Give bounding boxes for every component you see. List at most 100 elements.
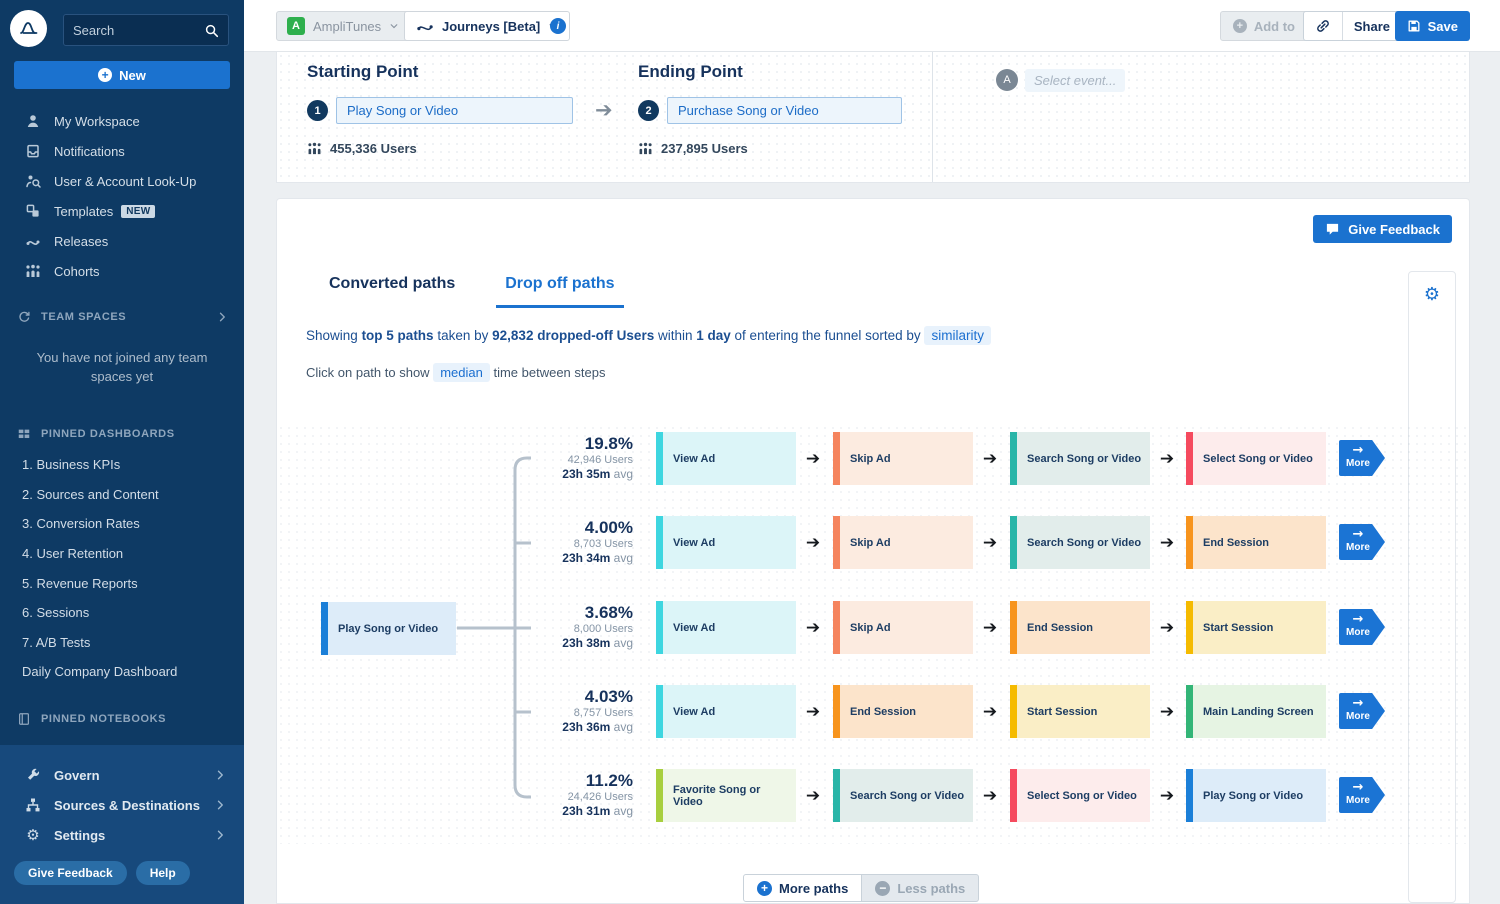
summary-top-paths: top 5 paths bbox=[361, 328, 434, 343]
help-button[interactable]: Help bbox=[135, 861, 190, 885]
event-color-bar bbox=[833, 432, 840, 485]
path-step-card-view-ad[interactable]: View Ad bbox=[656, 432, 796, 485]
project-selector[interactable]: A AmpliTunes bbox=[276, 11, 411, 41]
chevron-down-icon bbox=[389, 21, 399, 31]
plus-icon: + bbox=[757, 880, 772, 896]
info-icon[interactable]: i bbox=[550, 18, 566, 34]
path-step-card-end-session[interactable]: End Session bbox=[1186, 516, 1326, 569]
path-step-card-select-song-or-video[interactable]: Select Song or Video bbox=[1186, 432, 1326, 485]
path-step-label: Main Landing Screen bbox=[1203, 705, 1314, 718]
search-input[interactable]: Search bbox=[63, 14, 229, 46]
path-step-card-end-session[interactable]: End Session bbox=[833, 685, 973, 738]
sidebar-item-sources-destinations[interactable]: Sources & Destinations bbox=[0, 790, 244, 820]
notebooks-icon bbox=[16, 712, 31, 727]
sidebar-footer-buttons: Give Feedback Help bbox=[14, 861, 190, 885]
sidebar-item-templates[interactable]: Templates NEW bbox=[0, 196, 244, 226]
median-dropdown[interactable]: median bbox=[433, 363, 490, 382]
path-step-card-search-song-or-video[interactable]: Search Song or Video bbox=[833, 769, 973, 822]
gear-icon[interactable]: ⚙ bbox=[1423, 284, 1441, 305]
give-feedback-button[interactable]: Give Feedback bbox=[1313, 215, 1452, 243]
sidebar-item-label: My Workspace bbox=[54, 113, 140, 129]
dashboard-item-5-revenue-reports[interactable]: 5. Revenue Reports bbox=[22, 575, 138, 591]
sidebar-item-label: Sources & Destinations bbox=[54, 797, 200, 813]
dashboard-item-4-user-retention[interactable]: 4. User Retention bbox=[22, 546, 124, 562]
copy-link-button[interactable] bbox=[1304, 12, 1342, 40]
path-step-card-view-ad[interactable]: View Ad bbox=[656, 685, 796, 738]
notifications-icon bbox=[25, 143, 41, 159]
path-step-card-view-ad[interactable]: View Ad bbox=[656, 601, 796, 654]
starting-event-input[interactable]: Play Song or Video bbox=[336, 97, 573, 124]
path-percentage: 19.8% bbox=[584, 434, 633, 453]
more-button[interactable]: → More bbox=[1339, 524, 1385, 560]
arrow-right-icon: ➔ bbox=[1159, 449, 1175, 469]
more-label: More bbox=[1346, 711, 1370, 722]
path-users: 8,000 Users bbox=[573, 623, 633, 635]
path-step-card-select-song-or-video[interactable]: Select Song or Video bbox=[1010, 769, 1150, 822]
less-paths-button[interactable]: − Less paths bbox=[862, 874, 980, 902]
add-to-button[interactable]: + Add to bbox=[1219, 11, 1308, 41]
path-step-card-favorite-song-or-video[interactable]: Favorite Song or Video bbox=[656, 769, 796, 822]
sidebar-item-settings[interactable]: ⚙ Settings bbox=[0, 820, 244, 850]
sidebar-item-releases[interactable]: Releases bbox=[0, 226, 244, 256]
arrow-right-icon: → bbox=[1352, 780, 1364, 795]
sidebar-nav: My Workspace Notifications User & Account … bbox=[0, 106, 244, 286]
path-step-card-skip-ad[interactable]: Skip Ad bbox=[833, 516, 973, 569]
team-spaces-header[interactable]: TEAM SPACES bbox=[0, 306, 244, 328]
sidebar-item-cohorts[interactable]: Cohorts bbox=[0, 256, 244, 286]
amplitude-logo-icon[interactable] bbox=[10, 10, 47, 47]
more-paths-button[interactable]: + More paths bbox=[743, 874, 863, 902]
project-icon: A bbox=[287, 17, 305, 35]
summary-prefix: Showing bbox=[306, 328, 358, 343]
event-color-bar bbox=[1010, 685, 1017, 738]
path-step-card-search-song-or-video[interactable]: Search Song or Video bbox=[1010, 516, 1150, 569]
chevron-right-icon bbox=[216, 311, 228, 323]
event-color-bar bbox=[1010, 432, 1017, 485]
save-button[interactable]: Save bbox=[1394, 11, 1470, 41]
dashboard-item-1-business-kpis[interactable]: 1. Business KPIs bbox=[22, 457, 121, 473]
dashboard-item-daily-company-dashboard[interactable]: Daily Company Dashboard bbox=[22, 664, 178, 680]
ending-event-input[interactable]: Purchase Song or Video bbox=[667, 97, 902, 124]
arrow-right-icon: → bbox=[1352, 527, 1364, 542]
path-step-card-end-session[interactable]: End Session bbox=[1010, 601, 1150, 654]
sidebar-item-label: Settings bbox=[54, 827, 106, 843]
more-button[interactable]: → More bbox=[1339, 609, 1385, 645]
more-button[interactable]: → More bbox=[1339, 693, 1385, 729]
dashboard-item-6-sessions[interactable]: 6. Sessions bbox=[22, 605, 90, 621]
paths-tabs: Converted paths Drop off paths bbox=[320, 275, 624, 308]
more-button[interactable]: → More bbox=[1339, 440, 1385, 476]
path-step-card-skip-ad[interactable]: Skip Ad bbox=[833, 601, 973, 654]
sort-by-dropdown[interactable]: similarity bbox=[924, 326, 991, 345]
source-event-card[interactable]: Play Song or Video bbox=[321, 602, 456, 655]
sidebar-item-notifications[interactable]: Notifications bbox=[0, 136, 244, 166]
arrow-right-icon: ➔ bbox=[1159, 702, 1175, 722]
team-spaces-icon bbox=[16, 310, 31, 325]
pinned-dashboards-label: PINNED DASHBOARDS bbox=[41, 428, 175, 440]
users-icon bbox=[307, 142, 322, 155]
path-step-card-start-session[interactable]: Start Session bbox=[1010, 685, 1150, 738]
share-button[interactable]: Share bbox=[1341, 12, 1401, 40]
tab-converted-paths[interactable]: Converted paths bbox=[329, 275, 456, 292]
templates-icon bbox=[25, 203, 41, 219]
select-event-input[interactable]: Select event... bbox=[1025, 69, 1126, 92]
path-step-card-start-session[interactable]: Start Session bbox=[1186, 601, 1326, 654]
tab-drop-off-paths[interactable]: Drop off paths bbox=[496, 275, 624, 308]
dashboard-item-2-sources-and-content[interactable]: 2. Sources and Content bbox=[22, 486, 159, 502]
new-button[interactable]: + New bbox=[14, 61, 230, 89]
dashboard-item-7-a-b-tests[interactable]: 7. A/B Tests bbox=[22, 634, 91, 650]
path-step-card-main-landing-screen[interactable]: Main Landing Screen bbox=[1186, 685, 1326, 738]
pinned-dashboards-header: PINNED DASHBOARDS bbox=[0, 423, 244, 445]
give-feedback-button[interactable]: Give Feedback bbox=[14, 861, 127, 885]
path-step-card-view-ad[interactable]: View Ad bbox=[656, 516, 796, 569]
arrow-right-icon: ➔ bbox=[1159, 618, 1175, 638]
event-color-bar bbox=[1186, 432, 1193, 485]
more-button[interactable]: → More bbox=[1339, 777, 1385, 813]
view-selector[interactable]: Journeys [Beta] bbox=[404, 11, 571, 41]
path-step-card-skip-ad[interactable]: Skip Ad bbox=[833, 432, 973, 485]
sidebar-item-govern[interactable]: Govern bbox=[0, 760, 244, 790]
dashboard-item-3-conversion-rates[interactable]: 3. Conversion Rates bbox=[22, 516, 140, 532]
hint-suffix: time between steps bbox=[493, 365, 606, 380]
path-step-card-search-song-or-video[interactable]: Search Song or Video bbox=[1010, 432, 1150, 485]
sidebar-item-my-workspace[interactable]: My Workspace bbox=[0, 106, 244, 136]
sidebar-item-user-account-look-up[interactable]: User & Account Look-Up bbox=[0, 166, 244, 196]
path-step-card-play-song-or-video[interactable]: Play Song or Video bbox=[1186, 769, 1326, 822]
